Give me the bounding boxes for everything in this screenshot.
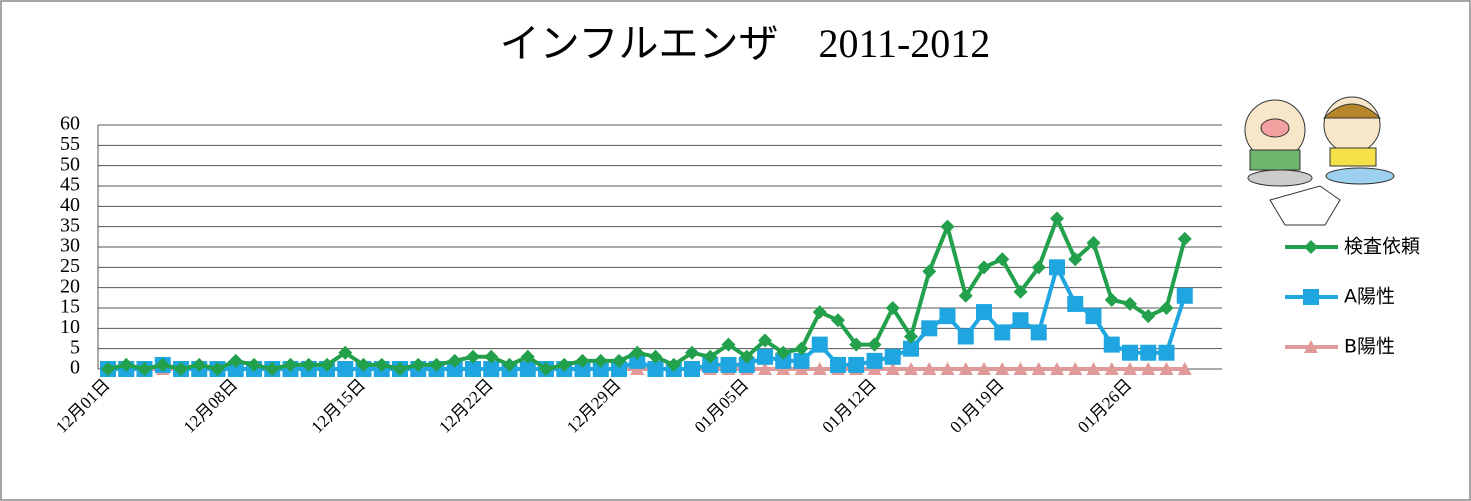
y-tick-label: 50: [60, 153, 80, 175]
sink: [1248, 170, 1312, 186]
point: [1122, 345, 1138, 361]
gargle-body: [1250, 150, 1300, 170]
y-tick-label: 20: [60, 275, 80, 297]
point: [867, 353, 883, 369]
point: [1177, 288, 1193, 304]
chart: インフルエンザ 2011-2012 0510152025303540455055…: [0, 0, 1471, 501]
point: [958, 328, 974, 344]
point: [1086, 308, 1102, 324]
legend-label: A陽性: [1344, 286, 1395, 308]
point: [976, 304, 992, 320]
point: [1140, 345, 1156, 361]
y-tick-label: 10: [60, 316, 80, 338]
legend-marker: [1303, 289, 1319, 305]
legend-label: B陽性: [1344, 336, 1395, 358]
gargle-mouth: [1261, 119, 1289, 137]
y-tick-label: 55: [60, 133, 80, 155]
y-tick-label: 45: [60, 174, 80, 196]
y-tick-label: 60: [60, 113, 80, 135]
point: [337, 361, 353, 377]
y-tick-label: 5: [70, 336, 80, 358]
point: [812, 337, 828, 353]
basin: [1326, 168, 1394, 184]
point: [921, 320, 937, 336]
point: [1013, 312, 1029, 328]
point: [994, 324, 1010, 340]
y-tick-label: 40: [60, 194, 80, 216]
point: [721, 357, 737, 373]
point: [757, 349, 773, 365]
point: [885, 349, 901, 365]
chart-title: インフルエンザ 2011-2012: [500, 21, 991, 66]
chart-frame: [1, 1, 1470, 500]
point: [684, 361, 700, 377]
y-tick-label: 0: [70, 357, 80, 379]
legend-label: 検査依頼: [1344, 236, 1420, 258]
y-tick-label: 15: [60, 296, 80, 318]
point: [1031, 324, 1047, 340]
point: [1159, 345, 1175, 361]
page: インフルエンザ 2011-2012 0510152025303540455055…: [0, 0, 1471, 501]
point: [1067, 296, 1083, 312]
y-tick-label: 35: [60, 214, 80, 236]
point: [848, 357, 864, 373]
point: [1104, 337, 1120, 353]
point: [1049, 259, 1065, 275]
y-tick-label: 25: [60, 255, 80, 277]
y-tick-label: 30: [60, 235, 80, 257]
wash-body: [1330, 148, 1376, 166]
point: [940, 308, 956, 324]
point: [830, 357, 846, 373]
